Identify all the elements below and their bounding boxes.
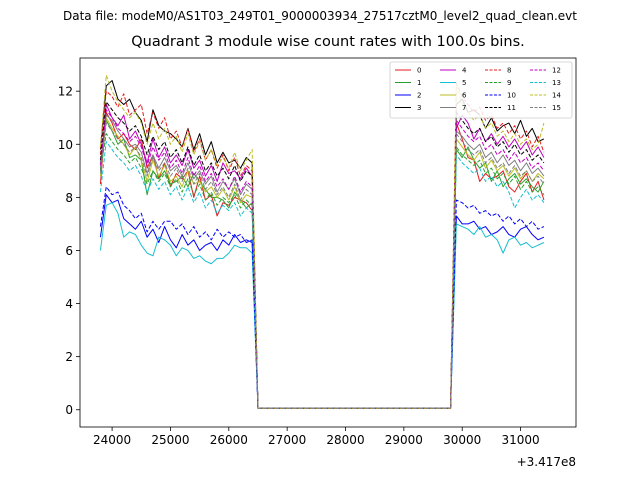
figure-suptitle: Data file: modeM0/AS1T03_249T01_90000039… [63, 9, 577, 23]
series-line-0 [99, 111, 545, 409]
legend-label-14: 14 [552, 92, 561, 100]
legend-label-3: 3 [417, 104, 421, 112]
series-line-11 [99, 101, 545, 409]
series-line-1 [99, 119, 545, 409]
x-tick-label: 24000 [93, 433, 131, 447]
legend-label-2: 2 [417, 92, 421, 100]
legend-label-11: 11 [507, 104, 516, 112]
series-line-9 [99, 133, 545, 409]
y-tick-label: 0 [65, 403, 73, 417]
legend-label-15: 15 [552, 104, 561, 112]
x-tick-label: 27000 [268, 433, 306, 447]
series-lines [99, 74, 545, 409]
legend-label-5: 5 [462, 79, 466, 87]
series-line-8 [99, 82, 545, 409]
series-line-4 [99, 103, 545, 409]
series-line-15 [99, 122, 545, 409]
x-tick-label: 28000 [326, 433, 364, 447]
plot-area-frame [79, 57, 577, 428]
series-line-14 [99, 74, 545, 409]
y-tick-label: 8 [65, 191, 73, 205]
y-axis: 0 2 4 6 8 10 12 [58, 85, 80, 417]
legend-label-9: 9 [507, 79, 511, 87]
x-tick-label: 25000 [151, 433, 189, 447]
x-axis-offset-label: +3.417e8 [517, 455, 576, 469]
y-tick-label: 10 [58, 138, 73, 152]
legend-label-10: 10 [507, 92, 516, 100]
y-tick-label: 2 [65, 350, 73, 364]
series-line-13 [99, 141, 545, 409]
x-tick-label: 29000 [385, 433, 423, 447]
series-line-6 [99, 117, 545, 409]
x-tick-label: 31000 [501, 433, 539, 447]
x-tick-label: 26000 [210, 433, 248, 447]
legend-label-0: 0 [417, 67, 421, 75]
x-tick-label: 30000 [443, 433, 481, 447]
y-tick-label: 4 [65, 297, 73, 311]
legend-label-7: 7 [462, 104, 466, 112]
legend-label-12: 12 [552, 67, 561, 75]
legend-label-1: 1 [417, 79, 421, 87]
y-tick-label: 12 [58, 85, 73, 99]
x-axis: 24000 25000 26000 27000 28000 29000 30000 31000 [93, 427, 540, 447]
legend-label-8: 8 [507, 67, 511, 75]
series-line-12 [99, 109, 545, 409]
series-line-3 [99, 80, 545, 409]
legend-label-4: 4 [462, 67, 467, 75]
legend-frame [389, 61, 573, 119]
chart-title: Quadrant 3 module wise count rates with … [131, 34, 525, 50]
series-line-10 [99, 186, 545, 409]
series-line-5 [99, 202, 545, 409]
y-tick-label: 6 [65, 244, 73, 258]
legend-label-13: 13 [552, 79, 561, 87]
legend-label-6: 6 [462, 92, 467, 100]
series-line-2 [99, 194, 545, 409]
